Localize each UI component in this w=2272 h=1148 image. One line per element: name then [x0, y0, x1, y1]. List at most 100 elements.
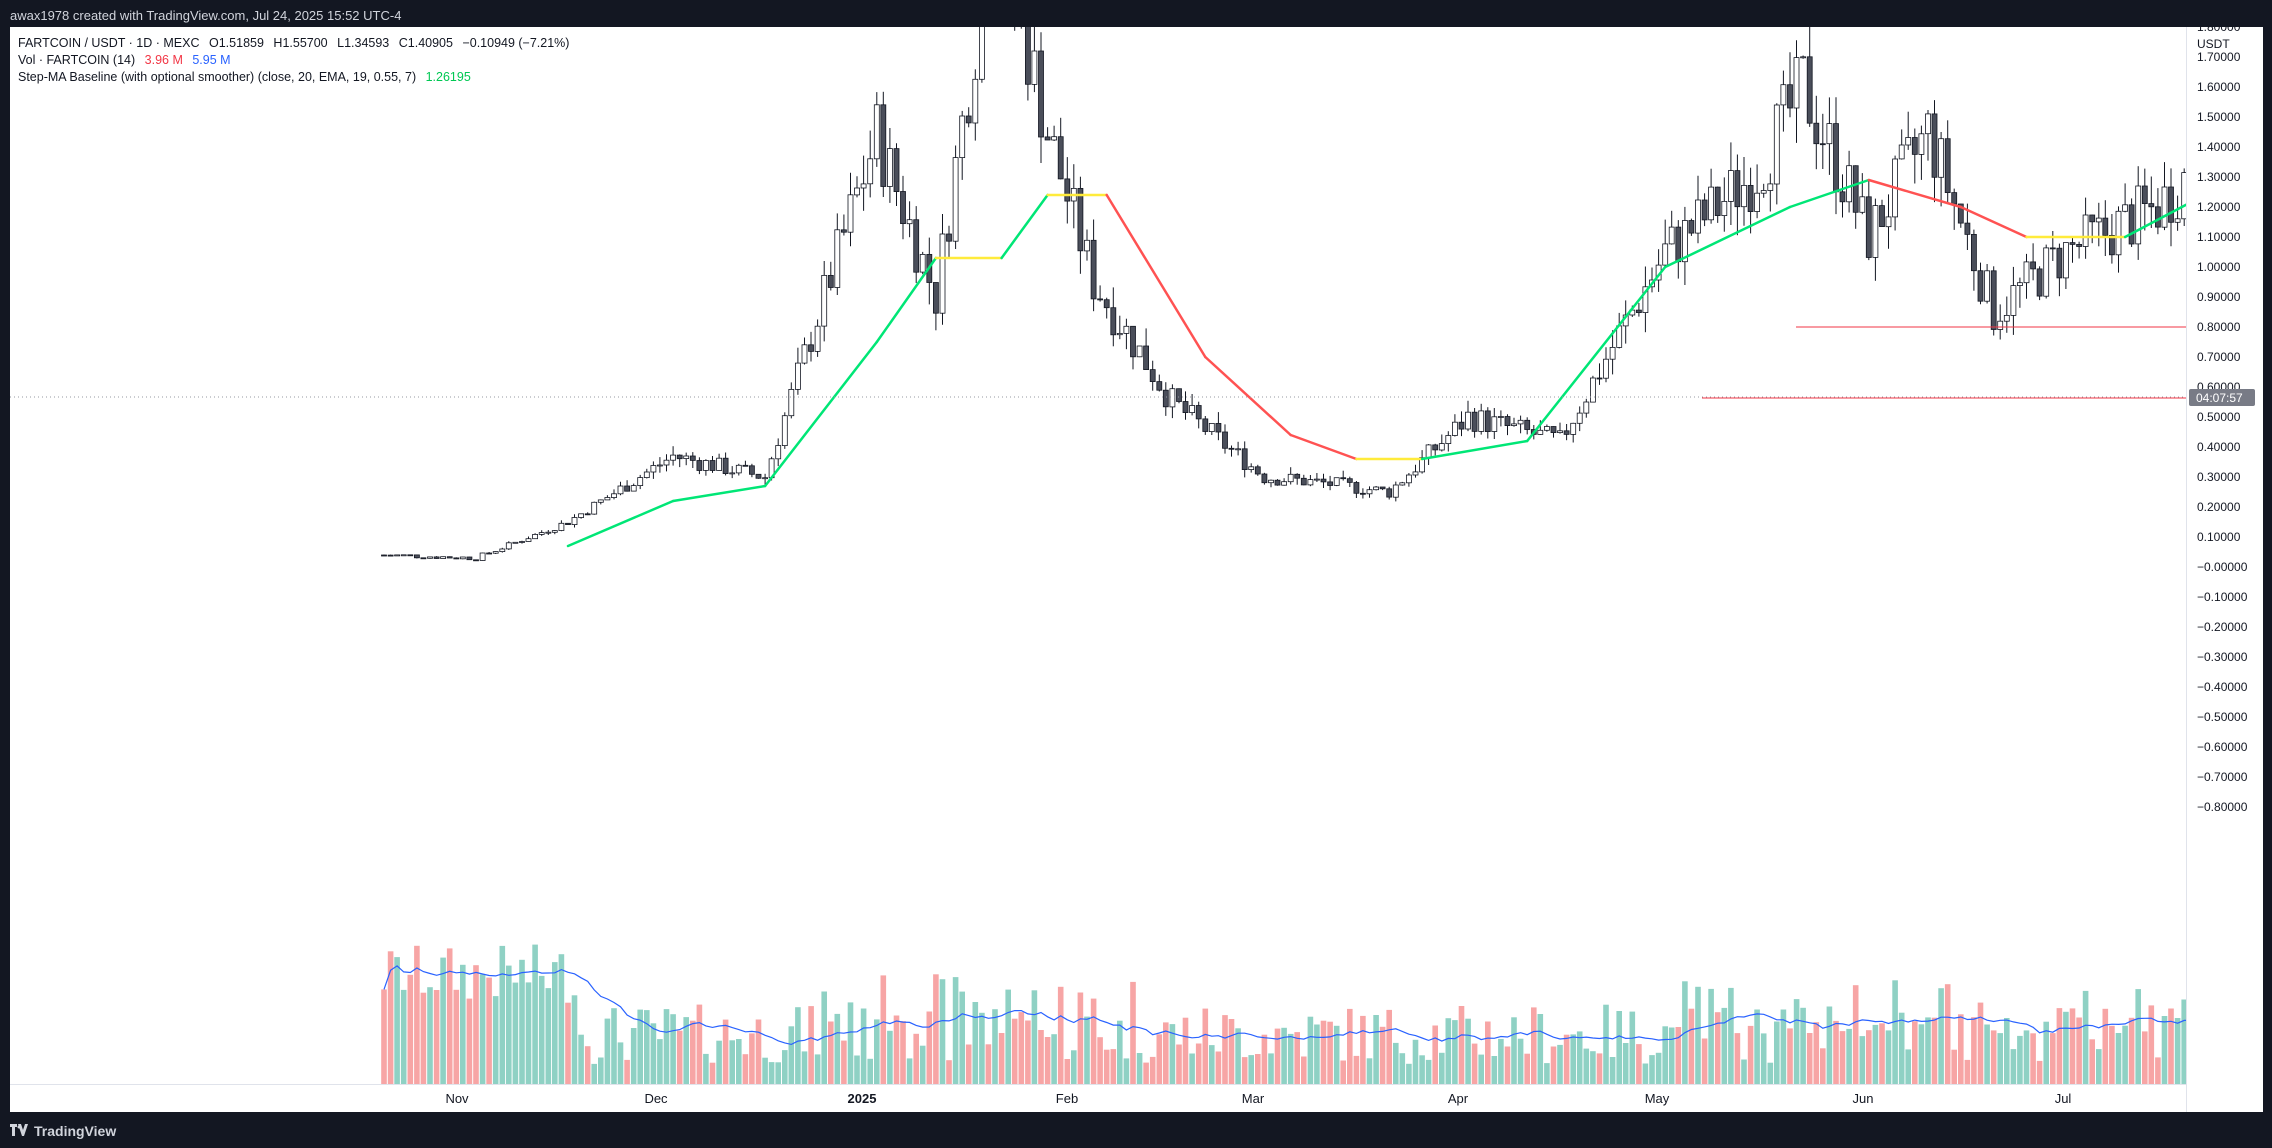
- candle-body: [1057, 136, 1064, 180]
- volume-bar: [1511, 1017, 1517, 1084]
- candle-body: [473, 559, 479, 562]
- volume-bar: [1314, 1024, 1320, 1084]
- volume-bar: [1504, 1046, 1511, 1084]
- candle-body: [630, 485, 637, 492]
- volume-bar: [1997, 1033, 2003, 1084]
- volume-bar: [1596, 1053, 1603, 1084]
- volume-bar: [1879, 1023, 1885, 1084]
- time-label: Jun: [1853, 1091, 1874, 1106]
- volume-bar: [2109, 1025, 2115, 1084]
- volume-bar: [460, 964, 466, 1084]
- candle-body: [1097, 298, 1103, 301]
- volume-bar: [1261, 1034, 1268, 1084]
- volume-bar: [1576, 1031, 1583, 1084]
- price-scale[interactable]: USDT 2.500002.400002.300002.200002.10000…: [2186, 0, 2263, 1112]
- candle-body: [1268, 479, 1274, 484]
- volume-bar: [1439, 1052, 1445, 1084]
- volume-bar: [473, 965, 479, 1084]
- volume-bar: [1222, 1015, 1228, 1084]
- volume-bar: [683, 1017, 689, 1084]
- volume-bar: [1452, 1020, 1458, 1084]
- volume-bar: [1662, 1026, 1668, 1084]
- candle-body: [1320, 478, 1327, 483]
- symbol-info[interactable]: FARTCOIN / USDT · 1D · MEXC: [18, 36, 200, 50]
- volume-bar: [2076, 1017, 2082, 1084]
- candle-body: [749, 465, 755, 475]
- candle-body: [1162, 389, 1169, 408]
- indicator-label[interactable]: Step-MA Baseline (with optional smoother…: [18, 70, 417, 84]
- candle-body: [525, 538, 532, 542]
- volume-bar: [965, 1044, 972, 1084]
- volume-bar: [1274, 1028, 1281, 1084]
- volume-indicator-label[interactable]: Vol · FARTCOIN (14): [18, 53, 136, 67]
- candle-body: [2168, 186, 2174, 223]
- candle-body: [1340, 477, 1347, 480]
- volume-bar: [1905, 1049, 1911, 1084]
- volume-bar: [1649, 1055, 1655, 1084]
- candle-body: [1918, 133, 1925, 155]
- countdown-label: 04:07:57: [2196, 391, 2243, 405]
- candle-body: [551, 530, 558, 533]
- volume-bar: [1550, 1046, 1557, 1084]
- candle-body: [1360, 492, 1366, 495]
- candle-body: [795, 362, 801, 390]
- time-scale-svg[interactable]: Nov Dec 2025 Feb Mar Apr May Jun Jul: [10, 1085, 2186, 1113]
- volume-bar: [1701, 1038, 1708, 1084]
- volume-bar: [972, 1002, 979, 1084]
- volume-bar: [1202, 1008, 1209, 1084]
- candle-body: [1590, 377, 1596, 403]
- time-label: Dec: [644, 1091, 668, 1106]
- volume-bar: [913, 1033, 919, 1084]
- candle-body: [1898, 144, 1905, 160]
- candle-body: [1747, 184, 1754, 212]
- time-label: Jul: [2055, 1091, 2072, 1106]
- candle-body: [663, 459, 670, 466]
- price-chart-svg[interactable]: [10, 0, 2220, 1084]
- volume-bar: [1616, 1011, 1622, 1084]
- open-value: 1.51859: [218, 36, 264, 50]
- candle-body: [1819, 143, 1826, 146]
- volume-bar: [1051, 1034, 1057, 1084]
- candle-body: [1787, 84, 1793, 109]
- time-scale[interactable]: Nov Dec 2025 Feb Mar Apr May Jun Jul: [10, 1084, 2186, 1113]
- candle-body: [933, 282, 939, 314]
- candle-body: [788, 388, 795, 417]
- volume-bar: [1918, 1024, 1925, 1084]
- candle-body: [2115, 210, 2122, 256]
- tradingview-logo[interactable]: TradingView: [10, 1123, 116, 1139]
- candle-body: [597, 499, 604, 503]
- volume-bar: [2155, 1057, 2161, 1084]
- candle-body: [1563, 430, 1570, 435]
- volume-bar: [2148, 1005, 2155, 1084]
- baseline-segment: [763, 340, 879, 488]
- volume-bar: [1767, 1062, 1774, 1084]
- volume-value: 3.96 M: [144, 53, 183, 67]
- volume-bar: [1826, 1006, 1833, 1084]
- candle-body: [1800, 56, 1806, 59]
- volume-bar: [394, 957, 400, 1084]
- candle-body: [1957, 203, 1964, 224]
- candle-body: [1346, 478, 1353, 483]
- candle-body: [1465, 411, 1471, 430]
- candle-body: [1274, 479, 1281, 486]
- candle-body: [952, 157, 959, 242]
- candle-body: [1202, 418, 1209, 432]
- volume-bar: [919, 1045, 926, 1084]
- candle-body: [873, 104, 880, 160]
- candle-body: [1498, 416, 1504, 418]
- volume-bar: [1399, 1053, 1406, 1084]
- price-label: −0.80000: [2197, 800, 2248, 814]
- chart-pane[interactable]: FARTCOIN / USDT · 1D · MEXC O1.51859 H1.…: [10, 0, 2220, 1112]
- time-label: Apr: [1448, 1091, 1469, 1106]
- price-scale-svg[interactable]: USDT 2.500002.400002.300002.200002.10000…: [2187, 0, 2263, 1112]
- candle-body: [2076, 243, 2083, 247]
- candle-body: [1596, 377, 1603, 380]
- volume-bar: [1071, 1050, 1077, 1084]
- volume-bar: [959, 991, 965, 1084]
- candle-body: [696, 460, 703, 471]
- candle-body: [1399, 482, 1406, 486]
- volume-bar: [1432, 1025, 1438, 1084]
- baseline-segment: [1525, 265, 1667, 443]
- volume-bar: [1077, 992, 1084, 1084]
- candle-body: [1695, 199, 1701, 234]
